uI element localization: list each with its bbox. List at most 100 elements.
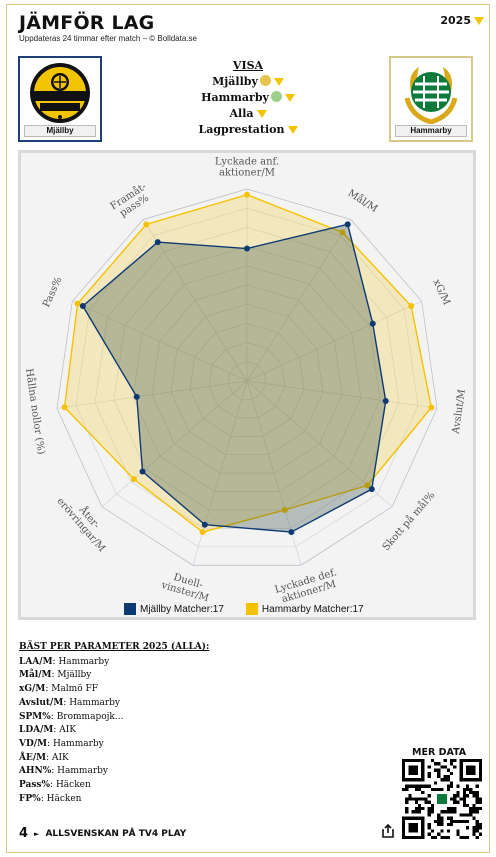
team-name-left: Mjällby [24,125,96,137]
best-per-parameter: BÄST PER PARAMETER 2025 (ALLA): LAA/M: H… [19,641,209,806]
radar-axis-label: Hållna nollor (%) [23,368,47,456]
best-row: Mål/M: Mjällby [19,670,92,681]
scope-dropdown[interactable]: Alla [170,106,326,122]
share-icon[interactable] [381,824,395,838]
best-value: Brommapojk... [56,711,124,722]
best-key: xG/M [19,684,46,695]
radar-axis-label: Lyckade anf. aktioner/M [215,157,279,179]
team-card-right[interactable]: Hammarby [389,56,473,142]
radar-axis-line [101,380,248,507]
radar-axis-label: Lyckade def.aktioner/M [274,567,342,606]
best-value: Hammarby [57,766,108,777]
radar-data-point [74,300,81,307]
best-row: LAA/M: Hammarby [19,656,110,667]
best-heading: BÄST PER PARAMETER 2025 (ALLA): [19,642,210,652]
hammarby-logo [404,67,458,124]
best-key: ÅE/M [19,752,47,763]
radar-axis-line [246,219,352,382]
qr-code-icon[interactable] [402,759,482,839]
best-row: SPM%: Brommapojk... [19,711,124,722]
radar-data-point [382,397,389,404]
visa-panel: VISA Mjällby Hammarby Alla Lagprestation [170,58,326,138]
team-card-left[interactable]: Mjällby [18,56,102,142]
footer[interactable]: 4 ► ALLSVENSKAN PÅ TV4 PLAY [19,826,186,841]
radar-data-point [79,303,86,310]
radar-grid-ring [75,207,419,548]
best-key: Mål/M [19,670,52,681]
best-row: Avslut/M: Hammarby [19,697,120,708]
best-value: Häcken [46,793,82,804]
radar-data-point [244,245,250,252]
chevron-down-icon [474,17,484,25]
radar-grid-ring [56,188,438,566]
metric-label: Lagprestation [198,123,285,136]
radar-data-point [428,404,435,411]
best-key: Pass% [19,780,51,791]
radar-axis-line [246,380,438,409]
best-row: xG/M: Malmö FF [19,684,98,695]
year-dropdown[interactable]: 2025 [440,14,484,27]
legend-swatch-mjallby [124,603,136,615]
radar-data-point [133,393,140,400]
radar-axis-label: Avslut/M [451,389,468,436]
mjallby-logo [30,63,90,123]
best-row: ÅE/M: AIK [19,752,69,763]
team2-dropdown[interactable]: Hammarby [170,90,326,106]
best-row: Pass%: Häcken [19,780,91,791]
best-key: AHN% [19,766,52,777]
chart-legend: Mjällby Matcher:17 Hammarby Matcher:17 [124,603,364,615]
best-value: Mjällby [57,670,92,681]
best-value: Hammarby [69,697,120,708]
radar-data-point [143,221,150,228]
play-arrow-icon: ► [34,829,40,838]
tv4-logo-icon: 4 [19,826,29,841]
radar-grid-ring [132,265,362,492]
radar-data-point [369,320,376,327]
radar-grid-ring [189,323,305,437]
radar-grid-ring [113,246,381,511]
legend-item-mjallby[interactable]: Mjällby Matcher:17 [124,603,224,615]
best-key: LDA/M [19,725,54,736]
radar-axis-line [56,380,248,409]
team1-dropdown[interactable]: Mjällby [170,74,326,90]
chevron-down-icon [256,110,267,118]
visa-heading: VISA [232,59,264,72]
radar-axis-line [142,219,248,382]
legend-label-hammarby: Hammarby Matcher:17 [261,603,364,615]
best-row: AHN%: Hammarby [19,766,108,777]
radar-data-point [281,506,288,513]
best-value: Malmö FF [51,684,98,695]
radar-axis-label: Duell-vinster/M [159,569,213,604]
best-key: LAA/M [19,656,53,667]
card-frame [6,4,490,853]
legend-item-hammarby[interactable]: Hammarby Matcher:17 [245,603,364,615]
radar-axis-line [72,300,248,382]
radar-series-area [81,223,387,533]
radar-data-point [344,221,351,228]
radar-data-point [364,482,371,489]
radar-data-point [130,476,137,483]
team-name-right: Hammarby [395,125,467,137]
radar-data-point [339,229,346,236]
radar-series-area [63,194,433,533]
best-key: SPM% [19,711,51,722]
team2-label: Hammarby [201,91,269,104]
emoji-icon [259,75,271,86]
best-value: Häcken [55,780,91,791]
metric-dropdown[interactable]: Lagprestation [170,122,326,138]
legend-swatch-hammarby [245,603,258,615]
radar-grid-ring [227,361,267,400]
mer-data-label: MER DATA [412,747,467,758]
radar-chart-panel: Lyckade anf. aktioner/M Mål/M xG/M Avslut/M S… [18,150,476,620]
best-value: Hammarby [58,656,110,667]
radar-data-point [199,529,206,536]
best-key: Avslut/M [19,697,64,708]
footer-link: ALLSVENSKAN PÅ TV4 PLAY [45,828,187,839]
radar-axis-label: Skott på mål% [380,489,437,553]
radar-data-point [288,529,295,536]
best-row: FP%: Häcken [19,793,82,804]
radar-data-point [201,521,208,528]
radar-data-point [154,239,161,246]
legend-label-mjallby: Mjällby Matcher:17 [140,603,224,615]
best-value: AIK [52,752,69,763]
